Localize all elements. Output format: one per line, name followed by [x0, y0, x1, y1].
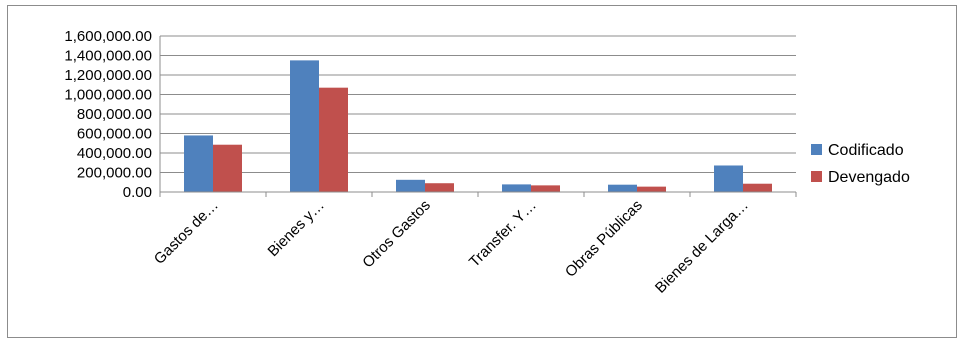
y-tick-label: 1,000,000.00: [64, 87, 152, 104]
y-tick-label: 1,400,000.00: [64, 48, 152, 65]
y-tick-label: 0.00: [123, 184, 152, 201]
bar-codificado-2: [396, 179, 425, 192]
bar-devengado-3: [531, 185, 560, 192]
chart-frame: [7, 5, 957, 338]
x-axis-category-labels: Gastos de… Bienes y… Otros Gastos Transfer.…: [151, 197, 752, 297]
y-axis-tick-labels: 0.00 200,000.00 400,000.00 600,000.00 800,00…: [64, 28, 152, 201]
bar-codificado-0: [184, 135, 213, 192]
x-category-label: Bienes de Larga…: [652, 197, 752, 297]
x-category-label: Gastos de…: [151, 197, 222, 268]
bar-devengado-0: [213, 144, 242, 192]
y-tick-label: 1,200,000.00: [64, 67, 152, 84]
bar-codificado-4: [608, 184, 637, 192]
bar-devengado-4: [637, 186, 666, 192]
y-tick-label: 200,000.00: [77, 165, 152, 182]
y-tick-label: 400,000.00: [77, 145, 152, 162]
x-category-label: Obras Públicas: [562, 197, 646, 281]
y-tick-label: 600,000.00: [77, 126, 152, 143]
y-tick-label: 800,000.00: [77, 106, 152, 123]
gridlines: [160, 35, 796, 173]
y-tick-label: 1,600,000.00: [64, 28, 152, 45]
axes: [159, 36, 797, 197]
x-category-label: Otros Gastos: [359, 197, 434, 272]
bars: [184, 60, 772, 192]
bar-codificado-3: [502, 184, 531, 192]
legend-swatch-codificado: [811, 144, 822, 155]
bar-devengado-5: [743, 183, 772, 192]
bar-codificado-1: [290, 60, 319, 192]
x-category-label: Bienes y…: [265, 197, 328, 260]
bar-codificado-5: [714, 165, 743, 192]
legend: Codificado Devengado: [811, 142, 910, 186]
x-category-label: Transfer. Y…: [466, 197, 540, 271]
legend-label-codificado: Codificado: [828, 142, 904, 159]
legend-label-devengado: Devengado: [828, 169, 910, 186]
legend-swatch-devengado: [811, 171, 822, 182]
bar-devengado-2: [425, 183, 454, 192]
bar-devengado-1: [319, 87, 348, 192]
